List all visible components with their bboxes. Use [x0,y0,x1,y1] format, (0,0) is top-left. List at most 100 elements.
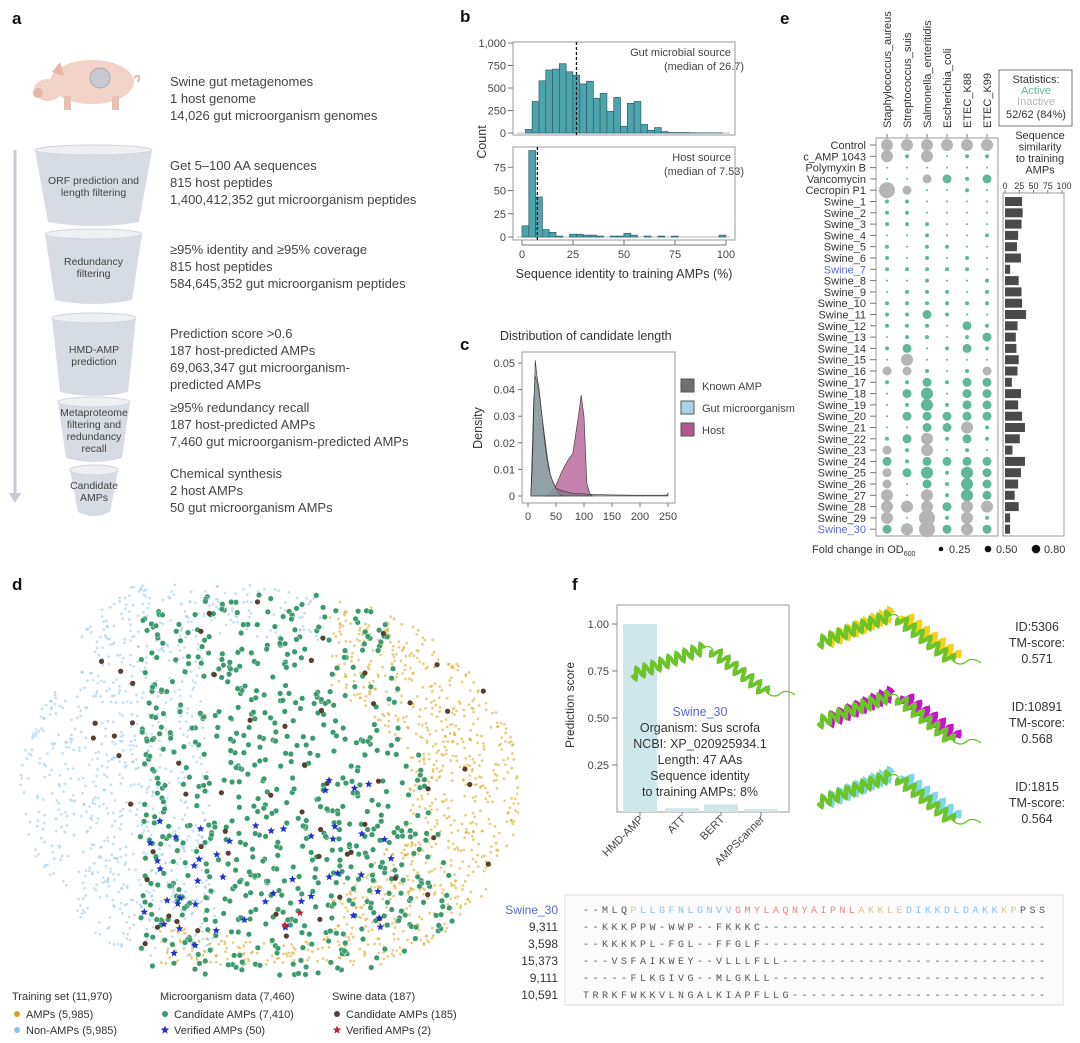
activity-dot [886,403,888,406]
alignment-name: 15,373 [521,954,558,968]
non-amp-point [96,674,100,678]
non-amp-point [272,613,276,616]
non-amp-point [90,758,94,761]
candidate-amp-point [300,822,307,829]
residue: - [811,957,817,968]
amp-point [349,622,352,625]
swine-candidate-point [206,610,212,616]
non-amp-point [46,863,49,867]
non-amp-point [200,657,204,661]
candidate-amp-point [284,733,291,740]
candidate-amp-point [328,892,335,899]
non-amp-point [42,762,46,766]
amp-point [454,755,458,758]
non-amp-point [152,889,156,892]
similarity-tick-label: 0 [1002,181,1007,191]
amp-point [490,800,494,804]
non-amp-point [193,934,197,938]
size-legend-dot [938,546,944,552]
non-amp-point [302,628,306,632]
candidate-amp-point [149,962,156,969]
candidate-amp-point [186,822,193,829]
non-amp-point [84,894,88,897]
amp-point [475,822,478,826]
residue: Q [783,906,789,917]
amp-point [442,753,445,757]
amp-point [322,938,326,942]
non-amp-point [200,930,204,934]
non-amp-point [96,767,99,771]
activity-dot [986,245,988,248]
amp-point [437,749,440,752]
non-amp-point [161,598,165,602]
verified-amp-star [156,817,164,825]
candidate-amp-point [367,608,374,615]
candidate-amp-point [192,611,199,618]
residue: A [697,991,703,1002]
size-legend-dot [1031,544,1041,554]
activity-dot [965,267,969,272]
activity-dot [922,456,932,466]
non-amp-point [128,594,131,598]
amp-point [471,707,475,711]
residue: L [726,957,732,968]
non-amp-point [19,773,23,777]
panel-d-scatter: Training set (11,970)AMPs (5,985)Non-AMP… [12,583,520,1037]
residue: - [954,991,960,1002]
candidate-amp-point [334,810,341,817]
candidate-amp-point [298,601,305,608]
non-amp-point [167,781,171,785]
non-amp-point [84,706,87,710]
non-amp-point [186,806,189,810]
non-amp-point [29,753,33,757]
non-amp-point [60,854,64,858]
non-amp-point [126,700,129,704]
candidate-amp-point [449,918,456,925]
candidate-amp-point [303,964,310,971]
non-amp-point [178,720,181,724]
activity-dot [965,369,969,373]
residue: K [612,923,618,934]
column-label: ETEC_K99 [982,73,994,128]
candidate-amp-point [141,760,148,767]
non-amp-point [201,726,205,730]
residue: - [811,991,817,1002]
non-amp-point [109,643,112,647]
non-amp-point [112,602,116,606]
candidate-amp-point [220,662,227,669]
candidate-amp-point [282,640,289,647]
residue: - [916,957,922,968]
candidate-amp-point [412,935,419,942]
loop-segment [703,645,796,697]
x-tick-label: 250 [659,511,677,523]
non-amp-point [178,694,182,698]
candidate-amp-point [325,938,332,945]
amp-point [428,757,431,761]
amp-point [401,882,404,886]
candidate-amp-point [339,774,346,781]
activity-dot [982,366,992,376]
non-amp-point [113,798,117,802]
info-line: Sequence identity [650,769,750,783]
non-amp-point [111,740,114,744]
similarity-bar [1005,389,1021,399]
amp-point [456,848,460,852]
candidate-amp-point [253,687,260,694]
amp-point [416,871,419,875]
non-amp-point [83,686,86,690]
x-tick-label: 50 [618,249,630,261]
candidate-amp-point [244,880,251,887]
amp-point [223,942,227,946]
residue: - [583,940,589,951]
non-amp-point [183,646,186,650]
amp-point [435,767,439,770]
non-amp-point [265,635,269,639]
candidate-amp-point [263,646,270,653]
x-tick-label: 100 [717,249,735,261]
amp-point [441,740,445,744]
amp-point [434,842,438,846]
non-amp-point [136,630,140,634]
